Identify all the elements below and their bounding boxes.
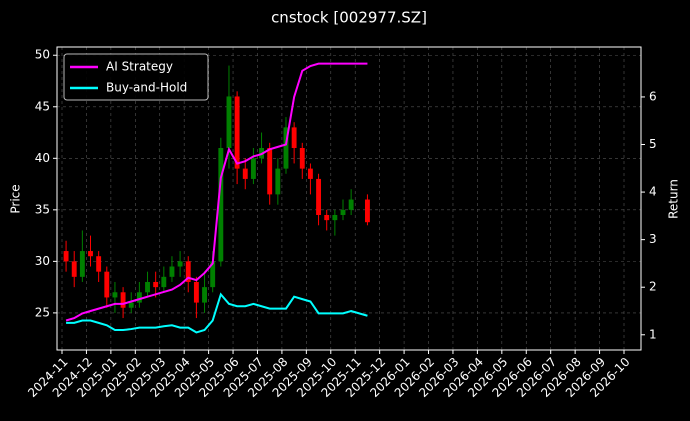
candle-body xyxy=(128,302,134,308)
y-tick-label: 45 xyxy=(35,99,50,113)
candle-body xyxy=(88,251,93,257)
y2-tick-label: 4 xyxy=(649,185,657,199)
candle-body xyxy=(332,214,338,221)
legend-box xyxy=(63,53,209,101)
candle-body xyxy=(136,292,142,303)
candle-body xyxy=(202,287,207,303)
plot-frame xyxy=(56,46,642,351)
candle-body xyxy=(96,256,102,272)
candle-body xyxy=(291,127,297,148)
candle-body xyxy=(267,148,273,195)
legend-label: AI Strategy xyxy=(106,60,173,74)
candle-body xyxy=(120,292,126,308)
line-series xyxy=(65,62,368,322)
candle-body xyxy=(79,251,85,277)
y2-axis-label: Return xyxy=(667,179,681,219)
candle-body xyxy=(299,148,305,169)
candle-body xyxy=(242,168,248,179)
candle-body xyxy=(364,199,370,223)
candle-body xyxy=(177,261,183,267)
candle-body xyxy=(104,271,110,298)
chart-title: cnstock [002977.SZ] xyxy=(271,9,427,27)
y-tick-label: 25 xyxy=(35,305,50,319)
y2-tick-label: 1 xyxy=(649,327,657,341)
candle-body xyxy=(348,199,354,210)
candle-body xyxy=(161,276,167,288)
y-tick-label: 40 xyxy=(35,151,50,165)
y2-tick-label: 3 xyxy=(649,232,657,246)
candle-body xyxy=(153,281,159,288)
candle-body xyxy=(193,281,199,303)
candle-body xyxy=(112,292,118,298)
candle-body xyxy=(71,261,77,277)
y2-tick-label: 5 xyxy=(649,137,657,151)
y-tick-label: 35 xyxy=(35,202,50,216)
line-series xyxy=(66,292,368,334)
candle-body xyxy=(250,158,256,179)
candle-body xyxy=(145,281,150,293)
y2-tick-label: 2 xyxy=(649,280,657,294)
y-tick-label: 50 xyxy=(35,48,50,62)
candle-body xyxy=(307,168,313,179)
candle-body xyxy=(185,261,191,282)
candle-body xyxy=(218,148,224,262)
candle-body xyxy=(226,96,232,148)
candle-body xyxy=(340,209,346,215)
y-tick-label: 30 xyxy=(35,254,50,268)
candle-body xyxy=(275,168,281,195)
candle-body xyxy=(63,251,69,262)
candle-body xyxy=(210,261,216,288)
candle-body xyxy=(234,96,240,169)
candle-body xyxy=(283,127,289,169)
candle-body xyxy=(324,214,330,221)
y-axis-label: Price xyxy=(9,184,23,213)
candle-body xyxy=(169,266,175,277)
legend-label: Buy-and-Hold xyxy=(106,81,187,95)
candle-body xyxy=(316,178,322,215)
y2-tick-label: 6 xyxy=(649,89,657,103)
